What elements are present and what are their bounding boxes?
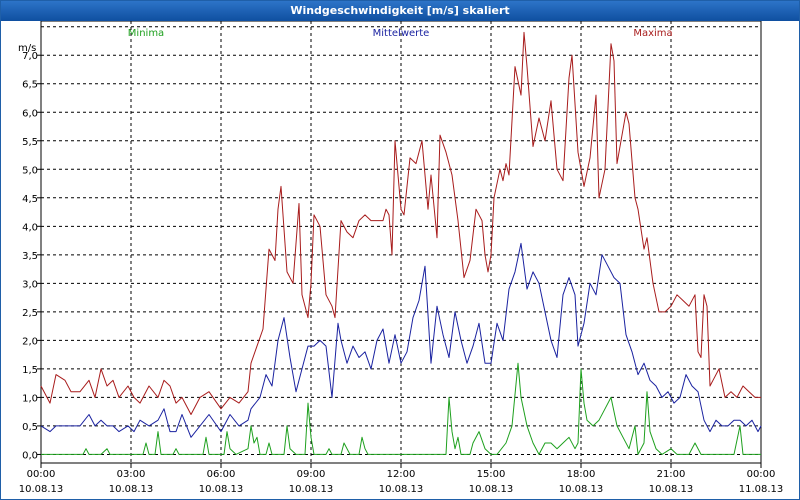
series-lines	[40, 31, 762, 455]
x-tick-time: 06:00	[207, 469, 236, 480]
legend-maxima: Maxima	[633, 28, 672, 39]
y-axis-ticks: 0,0 0,5 1,0 1,5 2,0 2,5 3,0 3,5 4,0 4,5 5,0 5,5 6,0 6…	[22, 51, 41, 461]
x-tick-date: 10.08.13	[649, 484, 694, 495]
series-minima-line	[41, 362, 761, 455]
x-tick-date: 11.08.13	[739, 484, 784, 495]
y-tick-label: 1,5	[22, 365, 38, 376]
x-tick-date: 10.08.13	[109, 484, 154, 495]
x-tick-date: 10.08.13	[199, 484, 244, 495]
legend-minima: Minima	[128, 28, 164, 39]
x-axis-ticks: 00:00 10.08.13 03:00 10.08.13 06:00 10.08.13 0…	[19, 463, 784, 495]
y-tick-label: 2,5	[22, 308, 38, 319]
y-tick-label: 7,0	[22, 51, 38, 62]
x-tick-date: 10.08.13	[19, 484, 64, 495]
y-axis-label: m/s	[18, 43, 36, 54]
y-tick-label: 0,0	[22, 450, 38, 461]
wind-speed-chart: 0,0 0,5 1,0 1,5 2,0 2,5 3,0 3,5 4,0 4,5 5,0 5,5 6,0 6…	[18, 21, 784, 495]
x-tick-date: 10.08.13	[379, 484, 424, 495]
y-tick-label: 3,5	[22, 251, 38, 262]
series-maxima-line	[40, 31, 761, 415]
x-tick-time: 15:00	[477, 469, 506, 480]
x-tick-time: 09:00	[297, 469, 326, 480]
y-tick-label: 5,0	[22, 165, 38, 176]
x-tick-time: 00:00	[27, 469, 56, 480]
series-mittelwerte-line	[40, 242, 762, 438]
y-tick-label: 2,0	[22, 336, 38, 347]
x-tick-date: 10.08.13	[559, 484, 604, 495]
x-tick-time: 21:00	[657, 469, 686, 480]
x-tick-time: 03:00	[117, 469, 146, 480]
y-tick-label: 4,0	[22, 222, 38, 233]
x-tick-date: 10.08.13	[469, 484, 514, 495]
y-tick-label: 1,0	[22, 393, 38, 404]
x-tick-time: 12:00	[387, 469, 416, 480]
y-tick-label: 4,5	[22, 194, 38, 205]
y-tick-label: 3,0	[22, 279, 38, 290]
grid	[41, 21, 761, 463]
x-tick-time: 00:00	[747, 469, 776, 480]
y-tick-label: 6,5	[22, 80, 38, 91]
window-title: Windgeschwindigkeit [m/s] skaliert	[1, 1, 799, 21]
y-tick-label: 6,0	[22, 108, 38, 119]
legend-mittelwerte: Mittelwerte	[373, 28, 430, 39]
x-tick-time: 18:00	[567, 469, 596, 480]
y-tick-label: 5,5	[22, 137, 38, 148]
x-tick-date: 10.08.13	[289, 484, 334, 495]
y-tick-label: 0,5	[22, 422, 38, 433]
